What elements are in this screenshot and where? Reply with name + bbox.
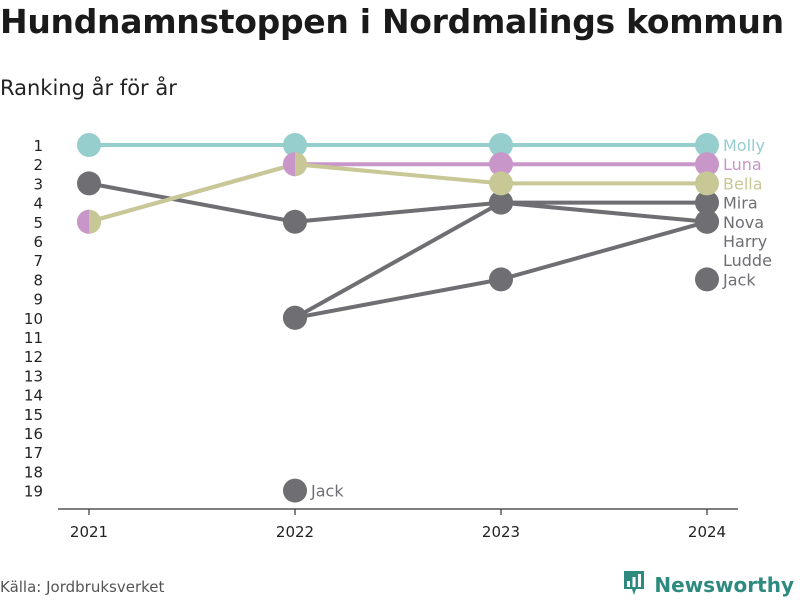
y-tick-label: 8 (33, 271, 43, 289)
y-tick-label: 1 (33, 137, 43, 155)
x-tick-label: 2022 (276, 523, 314, 541)
data-point-molly (77, 133, 101, 157)
y-tick-label: 7 (33, 252, 43, 270)
y-tick-label: 15 (24, 406, 43, 424)
y-tick-label: 16 (24, 425, 43, 443)
end-label-molly: Molly (723, 136, 765, 155)
data-point-bella (489, 171, 513, 196)
y-tick-label: 4 (33, 195, 43, 213)
y-tick-label: 13 (24, 367, 43, 385)
data-point-harry (283, 305, 307, 330)
x-tick-label: 2024 (688, 523, 726, 541)
y-tick-label: 6 (33, 233, 43, 251)
end-label-nova: Nova (723, 213, 764, 232)
data-point-bella-half (295, 152, 307, 177)
end-label-mira: Mira (723, 194, 758, 213)
series-line-mira (294, 200, 707, 320)
data-point-luna (489, 152, 513, 177)
data-point-nova (489, 190, 513, 215)
bar-chart-icon (622, 569, 646, 601)
y-tick-label: 17 (24, 444, 43, 462)
data-point-harry (695, 209, 719, 234)
data-point-luna-half (77, 209, 89, 234)
source-note: Källa: Jordbruksverket (0, 578, 165, 596)
y-tick-label: 12 (24, 348, 43, 366)
y-tick-label: 10 (24, 310, 43, 328)
data-point-bella-half (89, 209, 101, 234)
y-tick-label: 19 (24, 483, 43, 501)
end-label-ludde: Ludde (723, 251, 772, 270)
data-point-luna (695, 152, 719, 177)
data-point-jack (695, 267, 719, 292)
x-tick-label: 2021 (70, 523, 108, 541)
y-tick-label: 14 (24, 387, 43, 405)
y-tick-label: 3 (33, 175, 43, 193)
y-tick-label: 18 (24, 463, 43, 481)
brand-logo[interactable]: Newsworthy (622, 569, 794, 601)
data-point-molly (695, 133, 719, 157)
data-point-molly (489, 133, 513, 157)
end-label-harry: Harry (723, 232, 767, 251)
end-label-jack: Jack (722, 270, 756, 289)
end-label-luna: Luna (723, 155, 762, 174)
data-point-nova (283, 209, 307, 234)
series-line-nova (88, 181, 708, 224)
data-point-bella (695, 171, 719, 196)
y-tick-label: 9 (33, 291, 43, 309)
y-tick-label: 5 (33, 214, 43, 232)
data-point-jack (283, 478, 307, 503)
data-point-molly (283, 133, 307, 157)
chart-subtitle: Ranking år för år (0, 76, 177, 100)
series-line-bella (88, 162, 707, 224)
annotation-label: Jack (310, 482, 344, 501)
data-point-nova (77, 171, 101, 196)
y-tick-label: 11 (24, 329, 43, 347)
data-point-mira (695, 190, 719, 215)
y-tick-label: 2 (33, 156, 43, 174)
chart-title: Hundnamnstoppen i Nordmalings kommun (0, 2, 784, 41)
brand-name: Newsworthy (654, 573, 794, 597)
end-label-bella: Bella (723, 174, 763, 193)
data-point-harry (489, 267, 513, 292)
data-point-luna-half (283, 152, 295, 177)
x-tick-label: 2023 (482, 523, 520, 541)
